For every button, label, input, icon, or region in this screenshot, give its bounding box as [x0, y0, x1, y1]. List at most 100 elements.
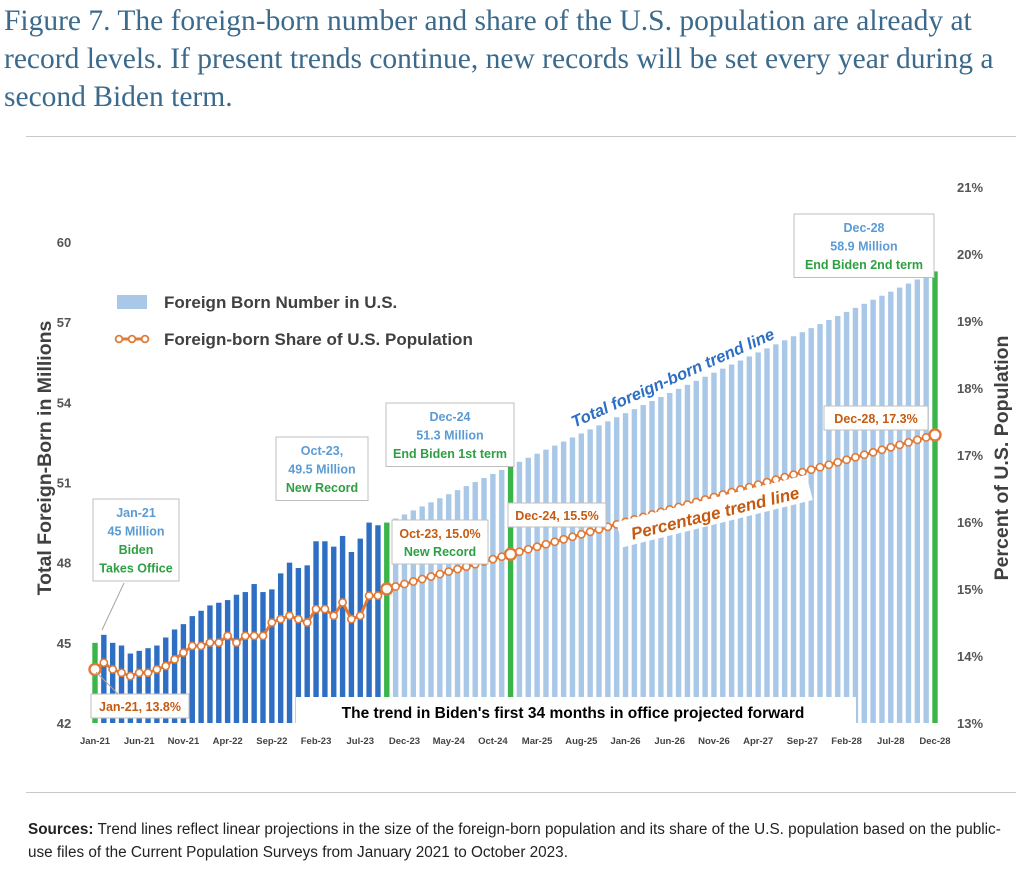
x-tick-label: Oct-24 — [478, 736, 508, 747]
footer-note: The trend in Biden's first 34 months in … — [296, 697, 856, 725]
pct-callout-text: Jan-21, 13.8% — [99, 700, 181, 714]
share-point — [152, 665, 162, 674]
y2-tick-label: 17% — [957, 448, 983, 463]
bar — [269, 589, 275, 723]
share-point — [523, 544, 533, 554]
share-point — [108, 665, 118, 674]
share-point — [585, 527, 595, 537]
callout-dec24-frame — [385, 402, 515, 467]
top-divider — [26, 136, 1016, 137]
bar — [667, 392, 673, 723]
callout-dec24-line: End Biden 1st term — [393, 447, 507, 461]
bar — [790, 336, 797, 723]
bar — [649, 401, 655, 723]
y2-tick-label: 18% — [957, 381, 983, 396]
bar — [251, 584, 257, 723]
share-point — [196, 641, 206, 651]
bar — [339, 535, 346, 723]
bar — [587, 429, 593, 723]
bar — [207, 605, 213, 723]
callout-oct23-frame — [275, 436, 369, 501]
bar — [658, 396, 664, 723]
share-point — [824, 460, 834, 470]
pct-trend-label-bg — [616, 474, 813, 548]
y-tick-label: 57 — [57, 315, 71, 330]
total-trend-label: Total foreign-born trend line — [569, 325, 778, 431]
share-point — [488, 554, 498, 564]
callout-oct23-line: 49.5 Million — [288, 463, 355, 477]
bar — [286, 562, 293, 723]
bar — [525, 457, 531, 723]
bar — [366, 522, 372, 723]
y-tick-label: 45 — [57, 636, 71, 651]
share-point — [293, 614, 303, 624]
bar — [472, 482, 478, 723]
pct-callout-text: New Record — [404, 545, 476, 559]
y2-tick-label: 15% — [957, 582, 983, 597]
bar — [914, 279, 921, 723]
bar — [375, 525, 381, 723]
bar — [127, 653, 134, 723]
share-point — [503, 547, 518, 561]
share-point — [408, 577, 418, 586]
bar — [428, 502, 434, 723]
legend-line-marker — [140, 334, 150, 344]
bar — [189, 616, 195, 723]
bar — [711, 372, 717, 723]
pct-callout-frame — [507, 502, 607, 528]
bar — [445, 494, 452, 723]
bottom-divider — [26, 792, 1016, 793]
bar — [242, 592, 249, 723]
share-point — [868, 447, 878, 457]
sources-label: Sources: — [28, 821, 94, 838]
bar — [348, 551, 355, 723]
callout-dec24: Dec-24 51.3 Million End Biden 1st term — [385, 402, 515, 467]
share-point — [806, 465, 816, 475]
share-point — [453, 564, 462, 574]
share-point — [877, 445, 887, 455]
share-point — [568, 532, 577, 542]
bar — [852, 307, 859, 723]
bar — [613, 417, 620, 723]
figure-title: Figure 7. The foreign-born number and sh… — [4, 5, 994, 113]
share-point — [851, 452, 860, 462]
legend: Foreign Born Number in U.S. Foreign-born … — [114, 293, 473, 349]
bar — [817, 324, 823, 723]
share-point — [364, 591, 374, 601]
share-point — [187, 641, 197, 651]
x-tick-label: Feb-23 — [301, 736, 332, 747]
pct-callout-dec28: Dec-28, 17.3% — [823, 405, 929, 431]
legend-label-bars: Foreign Born Number in U.S. — [164, 293, 397, 312]
bar — [702, 376, 708, 723]
share-point — [267, 618, 277, 627]
bar — [596, 425, 602, 723]
bar — [835, 315, 841, 723]
share-point — [373, 591, 383, 601]
share-point — [576, 529, 586, 539]
bar — [419, 506, 425, 723]
bar — [843, 311, 850, 723]
bar — [693, 380, 699, 723]
bar — [463, 486, 470, 723]
share-point — [276, 614, 286, 624]
bar — [622, 413, 629, 723]
share-point — [895, 440, 905, 450]
callout-jan21-line: 45 Million — [108, 525, 165, 539]
share-point — [833, 457, 843, 467]
bar — [295, 568, 302, 723]
legend-line-marker — [114, 334, 124, 344]
y-axis-title: Total Foreign-Born in Millions — [34, 320, 56, 595]
pct-callout-text: Oct-23, 15.0% — [399, 527, 480, 541]
share-point — [815, 462, 825, 472]
share-point — [417, 574, 427, 584]
bar — [180, 624, 187, 723]
highlight-bar — [932, 271, 938, 723]
bar — [896, 287, 903, 723]
share-point — [232, 638, 241, 647]
share-point — [928, 428, 942, 442]
bar — [569, 437, 576, 723]
x-tick-label: Dec-28 — [919, 736, 950, 747]
bar — [640, 405, 646, 723]
bar — [490, 473, 496, 723]
share-point — [347, 614, 356, 624]
